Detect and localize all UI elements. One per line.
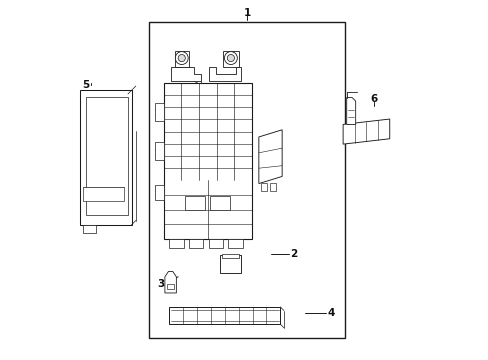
Bar — [220, 255, 241, 273]
Text: 4: 4 — [327, 309, 334, 318]
Bar — [269, 183, 276, 191]
Text: 5: 5 — [82, 80, 89, 90]
Text: 3: 3 — [157, 279, 164, 289]
Bar — [222, 254, 239, 258]
Circle shape — [224, 51, 237, 64]
Text: 2: 2 — [290, 248, 297, 258]
Circle shape — [175, 51, 188, 64]
Polygon shape — [258, 130, 282, 184]
Polygon shape — [174, 51, 188, 67]
Bar — [188, 239, 203, 248]
Bar — [149, 22, 344, 338]
Bar — [210, 196, 230, 211]
Polygon shape — [164, 271, 176, 293]
Polygon shape — [155, 103, 163, 121]
Polygon shape — [223, 51, 239, 67]
Polygon shape — [343, 119, 389, 144]
Bar — [208, 239, 223, 248]
Polygon shape — [346, 98, 355, 125]
Bar — [185, 196, 204, 211]
Text: 6: 6 — [370, 94, 377, 104]
Bar — [167, 284, 174, 289]
Bar — [169, 239, 183, 248]
Polygon shape — [86, 97, 128, 215]
Circle shape — [178, 54, 185, 62]
Bar — [260, 183, 266, 191]
Polygon shape — [155, 185, 163, 200]
Polygon shape — [80, 90, 131, 225]
Bar — [163, 83, 251, 239]
Polygon shape — [83, 225, 96, 233]
Circle shape — [227, 54, 234, 62]
Text: 1: 1 — [243, 8, 250, 18]
Bar — [228, 239, 242, 248]
Bar — [169, 307, 280, 324]
Polygon shape — [171, 67, 201, 81]
Bar — [83, 187, 123, 201]
Polygon shape — [155, 142, 163, 160]
Polygon shape — [208, 67, 241, 81]
